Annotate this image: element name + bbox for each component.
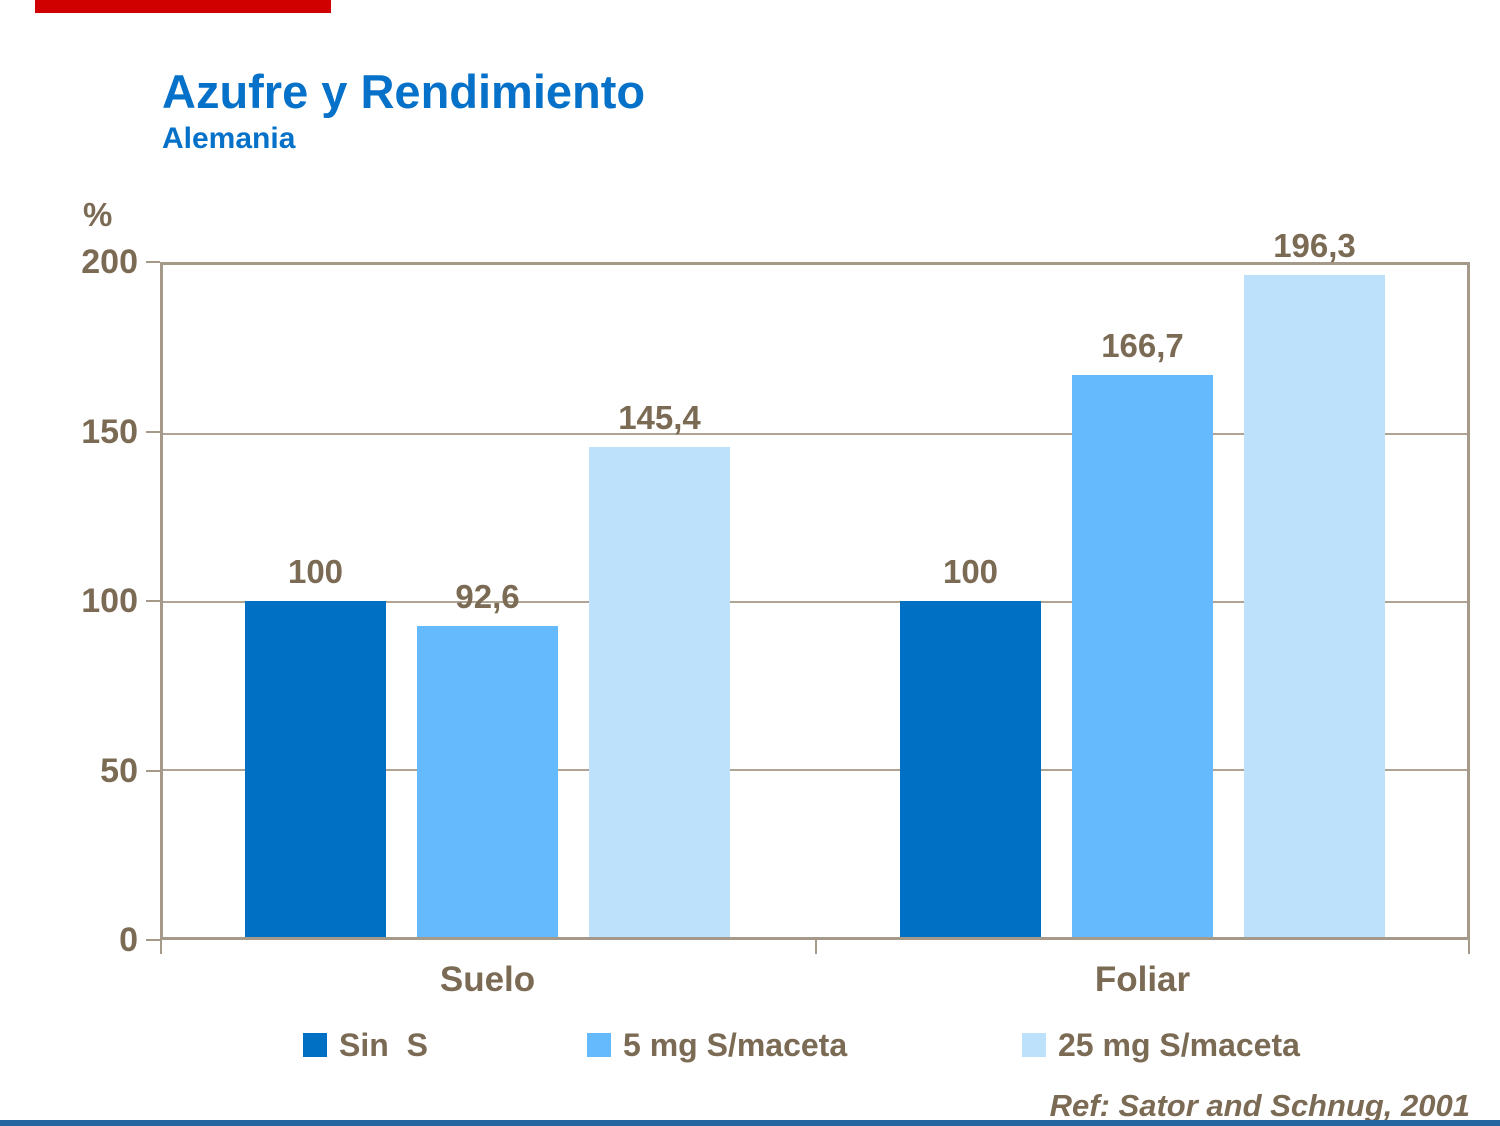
bar-value-label: 145,4 (618, 399, 701, 437)
legend-item-3: 25 mg S/maceta (1022, 1028, 1300, 1062)
bar-value-label: 100 (942, 553, 999, 590)
gridline-150 (163, 433, 1467, 435)
legend-item-1: Sin S (303, 1028, 428, 1062)
y-tick-label-100: 100 (81, 582, 138, 620)
bar-suelo-series-2 (417, 626, 558, 937)
x-tick-mark-2 (1468, 940, 1470, 954)
y-tick-label-50: 50 (100, 751, 138, 790)
bar-foliar-series-2 (1072, 374, 1213, 937)
top-red-accent-bar (35, 0, 331, 13)
gridline-100 (163, 601, 1467, 603)
legend-swatch-series-2 (587, 1033, 611, 1057)
gridline-50 (163, 769, 1467, 771)
y-tick-mark-100 (146, 600, 160, 602)
y-tick-mark-0 (146, 939, 160, 941)
x-tick-mark-0 (160, 940, 162, 954)
y-tick-mark-50 (146, 769, 160, 772)
legend-label-series-2: 5 mg S/maceta (623, 1027, 848, 1063)
y-tick-mark-200 (146, 261, 160, 263)
legend-swatch-series-1 (303, 1033, 327, 1057)
chart-title: Azufre y Rendimiento (162, 65, 646, 118)
legend-swatch-series-3 (1022, 1033, 1046, 1057)
bar-value-label: 196,3 (1273, 226, 1356, 264)
bar-value-label: 100 (287, 553, 344, 590)
bar-suelo-series-3 (589, 447, 730, 937)
bar-suelo-series-1 (245, 601, 386, 937)
x-category-label-suelo: Suelo (439, 960, 536, 999)
y-axis-unit-label: % (83, 196, 113, 233)
reference-citation: Ref: Sator and Schnug, 2001 (1049, 1088, 1470, 1123)
legend-label-series-1: Sin S (339, 1027, 428, 1063)
x-category-label-foliar: Foliar (1094, 960, 1191, 999)
bar-value-label: 92,6 (455, 578, 520, 616)
legend-item-2: 5 mg S/maceta (587, 1028, 847, 1062)
bar-foliar-series-1 (900, 601, 1041, 937)
bar-foliar-series-3 (1244, 274, 1385, 937)
bar-value-label: 166,7 (1101, 326, 1184, 364)
legend-label-series-3: 25 mg S/maceta (1058, 1027, 1300, 1063)
y-tick-label-0: 0 (119, 921, 138, 959)
y-tick-label-200: 200 (81, 243, 138, 281)
plot-area (160, 262, 1470, 940)
bottom-blue-accent-bar (0, 1120, 1500, 1126)
y-tick-label-150: 150 (81, 412, 138, 451)
x-tick-mark-1 (815, 940, 817, 954)
y-tick-mark-150 (146, 430, 160, 433)
chart-subtitle: Alemania (162, 122, 296, 155)
